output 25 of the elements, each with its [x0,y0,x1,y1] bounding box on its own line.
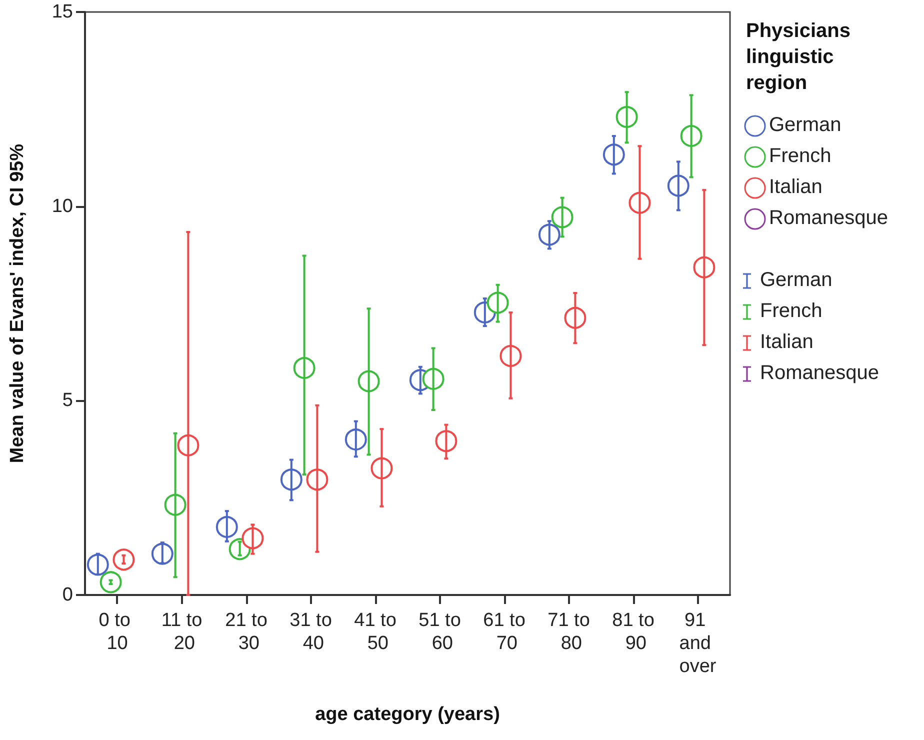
y-axis-title: Mean value of Evans' index, CI 95% [7,144,28,464]
text: German [769,114,842,136]
text: Italian [769,176,822,198]
x-tick-label: 0 to 10 [98,610,136,654]
x-tick-label: 11 to 20 [161,610,202,654]
x-tick-label: 21 to 30 [225,610,268,654]
x-tick-label: 71 to 80 [548,610,590,654]
legend-label: Italian [760,330,814,355]
y-tick-label: 5 [62,390,73,412]
x-tick-label: 81 to 90 [612,610,654,654]
x-tick-label: 51 to 60 [418,610,461,654]
text: Romanesque [760,362,879,384]
x-axis-title: age category (years) [315,704,500,725]
x-tick-label: 41 to 50 [354,610,396,654]
legend-title: Physicians linguistic region [746,20,856,94]
y-tick-label: 10 [52,196,73,217]
x-tick-label: 31 to 40 [290,610,332,654]
legend-label: Romanesque [769,206,888,231]
x-tick-label: 91 and over [679,610,717,677]
legend-label: French [760,299,822,324]
y-tick-label: 0 [62,584,73,606]
x-tick-label: 61 to 70 [483,610,526,654]
text: French [769,145,832,167]
y-tick-label: 15 [52,2,73,22]
legend-label: German [760,268,832,293]
